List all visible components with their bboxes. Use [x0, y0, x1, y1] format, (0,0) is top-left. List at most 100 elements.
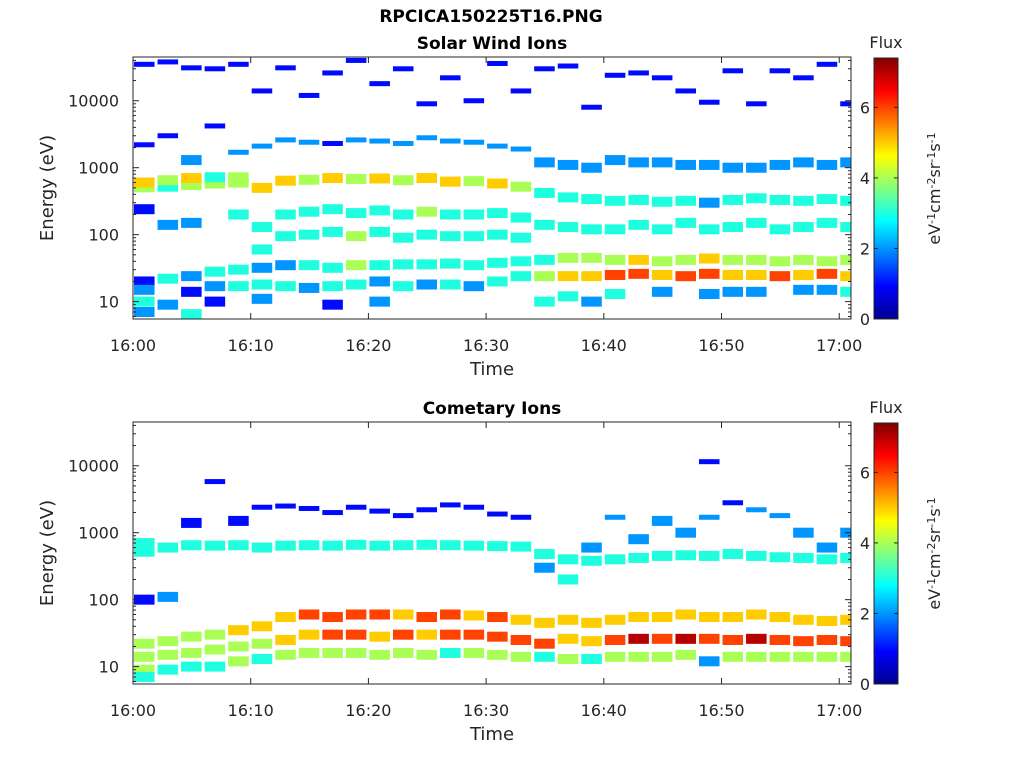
unit-base: sr — [925, 162, 944, 177]
heatmap-cell — [581, 617, 602, 628]
heatmap-cell — [793, 636, 814, 647]
heatmap-cell — [746, 609, 767, 620]
unit-exponent: -1 — [925, 578, 938, 589]
x-axis-label: Time — [469, 724, 514, 745]
heatmap-cell — [322, 647, 343, 658]
heatmap-cell — [298, 505, 320, 511]
heatmap-cell — [322, 70, 343, 76]
colorbar-tick-label: 4 — [860, 169, 870, 188]
heatmap-cell — [675, 159, 696, 170]
heatmap-cell — [157, 542, 179, 553]
heatmap-cell — [581, 542, 602, 553]
heatmap-cell — [416, 206, 438, 217]
heatmap-cell — [298, 629, 320, 640]
heatmap-cell — [510, 651, 532, 662]
heatmap-cell — [275, 137, 296, 143]
heatmap-cell — [228, 515, 249, 526]
heatmap-cell — [157, 299, 179, 310]
panel-2: 16:00 16:10 16:20 16:30 16:40 16:50 17:00 10 100… — [37, 398, 944, 745]
heatmap-cell — [134, 142, 155, 148]
colorbar-title: Flux — [869, 33, 902, 52]
heatmap-cell — [392, 609, 414, 620]
heatmap-cell — [840, 271, 851, 282]
heatmap-cell — [722, 634, 744, 645]
heatmap-cell — [675, 527, 696, 538]
heatmap-cell — [746, 633, 767, 644]
heatmap-cell — [298, 229, 320, 240]
heatmap-cell — [816, 542, 838, 553]
heatmap-cell — [134, 296, 155, 307]
heatmap-cell — [228, 656, 249, 667]
heatmap-cell — [463, 629, 485, 640]
x-tick-label: 16:20 — [345, 336, 391, 355]
heatmap-cell — [392, 66, 414, 72]
heatmap-cell — [181, 65, 202, 71]
colorbar-tick-label: 0 — [860, 675, 870, 694]
heatmap-cell — [345, 57, 367, 63]
x-tick-label: 16:20 — [345, 701, 391, 720]
heatmap-cell — [181, 517, 202, 528]
heatmap-cell — [463, 176, 485, 187]
heatmap-cell — [510, 212, 532, 223]
unit-exponent: -1 — [925, 132, 938, 143]
heatmap-cell — [204, 644, 226, 655]
heatmap-cell — [628, 552, 649, 563]
heatmap-cell — [487, 208, 508, 219]
heatmap-cell — [769, 194, 791, 205]
heatmap-cell — [322, 173, 343, 184]
heatmap-cell — [392, 140, 414, 146]
heatmap-cell — [769, 651, 791, 662]
heatmap-cell — [134, 306, 155, 317]
heatmap-cell — [651, 286, 673, 297]
heatmap-cell — [722, 286, 744, 297]
heatmap-cell — [793, 651, 814, 662]
heatmap-cell — [204, 629, 226, 640]
unit-base: s — [925, 508, 944, 516]
y-axis-label: Energy (eV) — [37, 135, 58, 241]
heatmap-cell — [440, 629, 461, 640]
heatmap-cell — [675, 609, 696, 620]
heatmap-cell — [675, 550, 696, 561]
unit-exponent: -1 — [925, 213, 938, 224]
heatmap-cell — [204, 479, 226, 485]
heatmap-cell — [698, 550, 720, 561]
panel-title: Solar Wind Ions — [417, 34, 568, 54]
heatmap-cell — [628, 534, 649, 545]
heatmap-cell — [557, 252, 579, 263]
heatmap-cell — [581, 296, 602, 307]
heatmap-cell — [487, 631, 508, 642]
heatmap-cell — [345, 279, 367, 290]
heatmap-cell — [416, 612, 438, 623]
heatmap-cell — [840, 157, 851, 168]
heatmap-cell — [416, 649, 438, 660]
heatmap-cell — [840, 636, 851, 647]
heatmap-cell — [534, 66, 555, 72]
heatmap-cell — [769, 68, 791, 74]
unit-exponent: -1 — [925, 152, 938, 163]
heatmap-cell — [534, 157, 555, 168]
heatmap-cell — [392, 540, 414, 551]
heatmap-cell — [675, 195, 696, 206]
heatmap-cell — [440, 258, 461, 269]
heatmap-cell — [557, 271, 579, 282]
heatmap-cell — [534, 562, 555, 573]
heatmap-cell — [345, 539, 367, 550]
heatmap-cell — [698, 268, 720, 279]
colorbar-unit-label: eV-1cm-2sr-1s-1 — [925, 132, 944, 244]
x-tick-label: 16:10 — [228, 336, 274, 355]
heatmap-cell — [440, 176, 461, 187]
heatmap-cell — [651, 550, 673, 561]
heatmap-cell — [604, 554, 626, 565]
heatmap-cell — [369, 296, 390, 307]
x-tick-label: 16:40 — [581, 336, 627, 355]
heatmap-cell — [746, 286, 767, 297]
heatmap-cell — [369, 508, 390, 514]
heatmap-cell — [722, 500, 744, 506]
heatmap-cell — [487, 649, 508, 660]
heatmap-cell — [604, 634, 626, 645]
heatmap-cell — [581, 162, 602, 173]
heatmap-cell — [228, 281, 249, 292]
heatmap-cell — [840, 614, 851, 625]
heatmap-cell — [134, 546, 155, 557]
